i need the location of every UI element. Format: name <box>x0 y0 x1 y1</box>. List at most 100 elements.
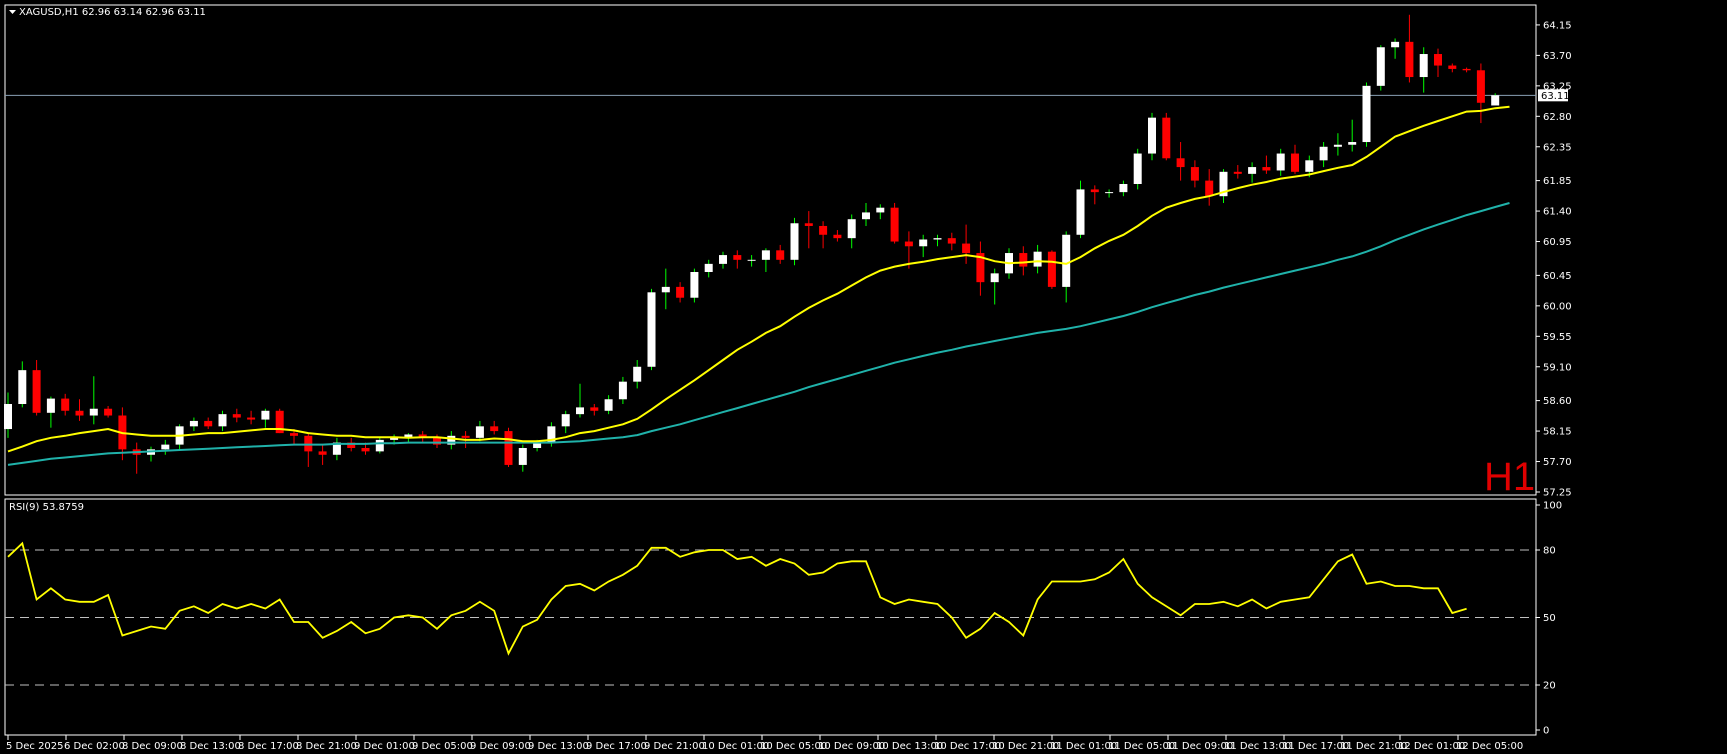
x-tick-label: 6 Dec 02:00 <box>64 741 125 752</box>
candle-body <box>804 223 813 226</box>
x-tick-label: 11 Dec 17:00 <box>1282 741 1349 752</box>
candle-body <box>418 434 427 438</box>
candle-body <box>1033 251 1042 267</box>
candle-body <box>761 250 770 260</box>
candle-body <box>676 286 685 298</box>
candle-body <box>1162 117 1171 159</box>
x-tick-label: 9 Dec 01:00 <box>354 741 415 752</box>
candle-body <box>161 444 170 450</box>
candle-body <box>504 431 513 465</box>
candle-body <box>1376 47 1385 86</box>
current-price-tag <box>1538 89 1568 102</box>
price-y-tick-label: 63.25 <box>1543 81 1572 92</box>
x-tick-label: 12 Dec 05:00 <box>1456 741 1523 752</box>
candle-body <box>89 408 98 416</box>
candle-body <box>1476 70 1485 103</box>
candle-body <box>189 420 198 427</box>
candle-body <box>404 434 413 438</box>
rsi-y-axis: 100 80 50 20 0 <box>1536 501 1562 737</box>
rsi-header: RSI(9) 53.8759 <box>9 502 84 513</box>
price-y-tick-label: 61.40 <box>1543 207 1572 218</box>
price-y-tick-label: 60.95 <box>1543 237 1572 248</box>
candle-body <box>1262 167 1271 171</box>
price-panel-frame <box>4 4 1537 496</box>
candle-body <box>18 370 27 404</box>
candle-body <box>661 286 670 293</box>
candle-body <box>833 234 842 239</box>
candle-body <box>561 414 570 427</box>
candle-body <box>1448 65 1457 69</box>
x-tick-label: 11 Dec 13:00 <box>1224 741 1291 752</box>
candle-body <box>1491 95 1500 106</box>
rsi-y-tick-label: 0 <box>1543 726 1549 737</box>
candle-body <box>1190 167 1199 181</box>
candle-body <box>461 435 470 438</box>
x-tick-label: 11 Dec 01:00 <box>1050 741 1117 752</box>
x-tick-label: 10 Dec 05:00 <box>760 741 827 752</box>
candle-body <box>275 410 284 434</box>
candle-body <box>704 263 713 272</box>
candle-body <box>933 238 942 240</box>
x-tick-label: 9 Dec 17:00 <box>586 741 647 752</box>
candle-body <box>547 426 556 443</box>
price-y-tick-label: 63.70 <box>1543 51 1572 62</box>
candle-body <box>490 426 499 432</box>
candle-body <box>976 253 985 283</box>
price-y-tick-label: 62.80 <box>1543 112 1572 123</box>
candle-body <box>1219 171 1228 197</box>
candle-body <box>247 417 256 420</box>
x-tick-label: 9 Dec 09:00 <box>470 741 531 752</box>
candle-body <box>876 207 885 213</box>
candle-body <box>862 212 870 220</box>
ma-fast-line <box>7 105 1510 453</box>
candle-body <box>447 435 456 445</box>
x-tick-label: 8 Dec 17:00 <box>238 741 299 752</box>
candle-body <box>947 238 956 244</box>
rsi-y-tick-label: 100 <box>1543 501 1562 512</box>
candle-body <box>1062 234 1071 287</box>
ma-slow-line <box>7 202 1510 466</box>
symbol-header: XAGUSD,H1 62.96 63.14 62.96 63.11 <box>19 7 206 18</box>
candle-body <box>1019 253 1028 267</box>
candle-body <box>904 241 913 247</box>
candle-body <box>633 366 642 382</box>
rsi-level-lines <box>5 549 1536 686</box>
price-y-tick-label: 59.10 <box>1543 362 1572 373</box>
candle-body <box>990 273 999 283</box>
candle-body <box>61 398 70 411</box>
candle-body <box>919 239 928 247</box>
candle-body <box>790 223 799 260</box>
candle-body <box>733 255 742 260</box>
candle-body <box>390 437 399 440</box>
candle-body <box>604 399 613 411</box>
candle-body <box>1362 85 1371 143</box>
candle-body <box>590 407 599 411</box>
x-tick-label: 9 Dec 13:00 <box>528 741 589 752</box>
x-tick-label: 8 Dec 09:00 <box>122 741 183 752</box>
x-tick-label: 9 Dec 21:00 <box>644 741 705 752</box>
current-price-value: 63.11 <box>1541 91 1570 102</box>
collapse-triangle-icon[interactable] <box>9 10 16 14</box>
candle-body <box>776 250 785 260</box>
candle-body <box>318 451 327 455</box>
candle-body <box>218 414 227 427</box>
candle-body <box>1205 180 1214 197</box>
candle-body <box>1291 153 1299 172</box>
candle-body <box>1462 68 1471 71</box>
x-tick-label: 10 Dec 13:00 <box>876 741 943 752</box>
candle-body <box>618 381 627 400</box>
candle-body <box>819 225 828 235</box>
candle-body <box>747 259 756 261</box>
candle-body <box>1333 144 1342 147</box>
price-y-tick-label: 64.15 <box>1543 20 1572 31</box>
candle-body <box>1319 146 1328 161</box>
x-tick-label: 11 Dec 05:00 <box>1108 741 1175 752</box>
price-y-tick-label: 62.35 <box>1543 142 1572 153</box>
candle-body <box>433 437 441 445</box>
price-y-tick-label: 60.00 <box>1543 301 1572 312</box>
price-y-tick-label: 57.25 <box>1543 488 1572 499</box>
candle-body <box>46 398 55 413</box>
candle-body <box>719 255 727 264</box>
price-y-tick-label: 58.60 <box>1543 396 1572 407</box>
